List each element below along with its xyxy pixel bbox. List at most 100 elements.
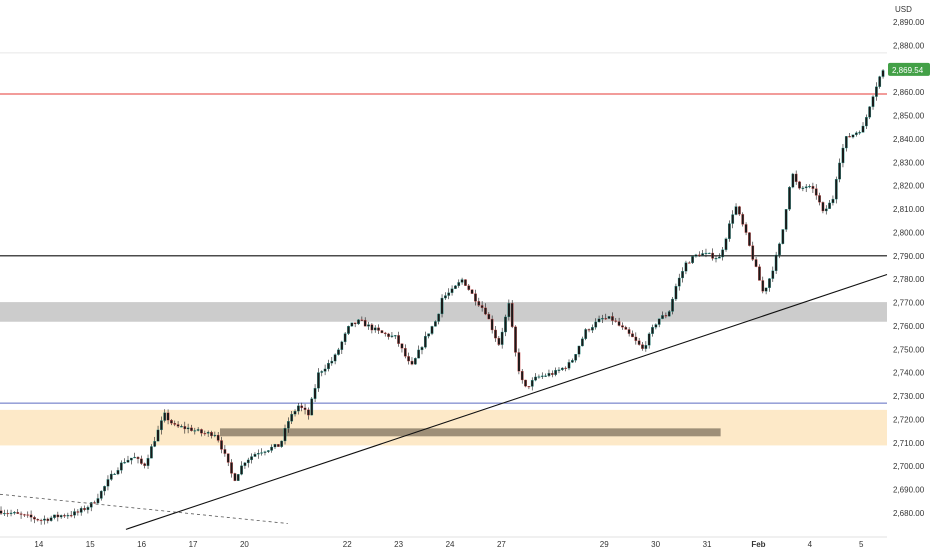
candle-body-28 bbox=[93, 502, 96, 504]
candle-body-218 bbox=[728, 223, 731, 239]
candle-body-41 bbox=[136, 456, 140, 459]
candle-body-102 bbox=[340, 341, 344, 350]
candle-body-38 bbox=[126, 459, 130, 463]
candle-body-93 bbox=[310, 398, 314, 416]
candle-body-52 bbox=[173, 423, 177, 425]
y-tick-label-20: 2,680.00 bbox=[893, 509, 925, 518]
candle-body-172 bbox=[574, 354, 578, 361]
candle-body-137 bbox=[457, 282, 461, 286]
candle-body-3 bbox=[9, 512, 13, 514]
x-tick-label-11: 31 bbox=[703, 540, 712, 549]
candle-body-154 bbox=[514, 326, 517, 353]
candle-body-76 bbox=[253, 454, 257, 457]
y-tick-label-0: 2,890.00 bbox=[893, 18, 925, 27]
candle-body-129 bbox=[430, 326, 434, 334]
x-tick-label-6: 23 bbox=[394, 540, 403, 549]
candle-body-66 bbox=[220, 440, 223, 450]
candle-body-180 bbox=[601, 318, 604, 320]
candle-body-96 bbox=[320, 371, 324, 373]
zone-1 bbox=[0, 409, 887, 446]
candle-body-85 bbox=[283, 428, 287, 442]
time-axis[interactable]: 14 15 16 17 20 22 23 24 27 29 30 31 Feb 4 5 bbox=[0, 536, 887, 549]
candle-body-10 bbox=[33, 517, 36, 520]
candle-body-204 bbox=[681, 271, 684, 279]
candle-body-44 bbox=[146, 458, 150, 466]
candle-body-181 bbox=[604, 318, 608, 320]
candle-body-5 bbox=[16, 512, 20, 514]
candle-body-255 bbox=[851, 134, 855, 138]
candle-body-116 bbox=[387, 333, 390, 337]
candle-body-244 bbox=[814, 188, 818, 196]
candle-body-46 bbox=[153, 441, 157, 447]
candle-body-79 bbox=[263, 451, 267, 453]
candle-body-103 bbox=[343, 333, 347, 343]
candle-body-99 bbox=[330, 360, 334, 364]
trendlines-layer bbox=[0, 273, 888, 530]
candle-body-54 bbox=[180, 426, 183, 428]
y-tick-label-12: 2,760.00 bbox=[893, 322, 925, 331]
candle-body-89 bbox=[297, 405, 300, 412]
candle-body-78 bbox=[260, 452, 263, 454]
candle-body-30 bbox=[99, 490, 103, 499]
y-tick-label-19: 2,690.00 bbox=[893, 486, 925, 495]
candle-body-261 bbox=[871, 96, 875, 107]
trendline-0 bbox=[125, 273, 888, 530]
candle-body-31 bbox=[103, 486, 106, 492]
candle-body-232 bbox=[774, 254, 778, 271]
currency-label: USD bbox=[895, 5, 912, 14]
candle-body-176 bbox=[587, 329, 591, 331]
candle-body-209 bbox=[697, 254, 701, 256]
x-tick-label-8: 27 bbox=[497, 540, 506, 549]
candle-body-183 bbox=[611, 316, 614, 321]
candle-body-210 bbox=[701, 253, 704, 256]
candle-body-201 bbox=[671, 298, 674, 312]
candle-body-24 bbox=[79, 508, 83, 513]
candle-body-88 bbox=[293, 410, 297, 415]
candle-body-68 bbox=[226, 453, 230, 463]
candle-body-194 bbox=[647, 333, 651, 346]
candle-body-215 bbox=[717, 256, 721, 259]
y-tick-label-9: 2,790.00 bbox=[893, 252, 925, 261]
candle-body-121 bbox=[403, 348, 407, 357]
candle-body-17 bbox=[56, 514, 60, 518]
candle-body-145 bbox=[484, 307, 487, 315]
candle-body-27 bbox=[89, 502, 93, 508]
x-tick-label-5: 22 bbox=[343, 540, 352, 549]
candle-body-184 bbox=[614, 320, 618, 322]
candle-body-132 bbox=[440, 297, 444, 315]
candle-body-122 bbox=[407, 356, 410, 362]
candle-body-124 bbox=[413, 358, 417, 365]
candle-body-188 bbox=[627, 329, 631, 334]
candle-body-148 bbox=[494, 329, 497, 339]
candle-body-55 bbox=[183, 426, 187, 430]
candle-body-256 bbox=[854, 132, 858, 135]
candle-body-247 bbox=[824, 208, 828, 212]
candle-body-47 bbox=[156, 429, 160, 442]
candle-body-153 bbox=[510, 303, 514, 327]
candle-body-245 bbox=[818, 195, 821, 203]
candle-body-150 bbox=[500, 331, 504, 345]
candle-body-193 bbox=[644, 345, 648, 349]
candle-body-26 bbox=[86, 507, 90, 510]
price-axis[interactable]: USD 2,890.00 2,880.00 2,860.00 2,850.00 2,84… bbox=[893, 5, 925, 518]
candle-body-139 bbox=[464, 279, 467, 286]
candle-body-236 bbox=[788, 187, 791, 210]
candle-body-252 bbox=[841, 147, 845, 164]
candle-body-19 bbox=[63, 515, 66, 517]
candle-body-90 bbox=[300, 405, 304, 409]
candle-body-212 bbox=[707, 252, 711, 254]
candle-body-56 bbox=[186, 427, 190, 430]
candle-body-173 bbox=[577, 345, 581, 355]
candle-body-178 bbox=[594, 321, 598, 328]
candle-body-195 bbox=[651, 327, 654, 334]
candle-body-14 bbox=[46, 518, 50, 521]
candle-body-0 bbox=[0, 510, 3, 514]
candle-body-106 bbox=[353, 322, 357, 325]
candle-body-240 bbox=[801, 187, 805, 189]
y-tick-label-18: 2,700.00 bbox=[893, 462, 925, 471]
candle-body-217 bbox=[724, 238, 728, 250]
candle-body-131 bbox=[437, 313, 441, 322]
candle-body-258 bbox=[861, 125, 865, 133]
